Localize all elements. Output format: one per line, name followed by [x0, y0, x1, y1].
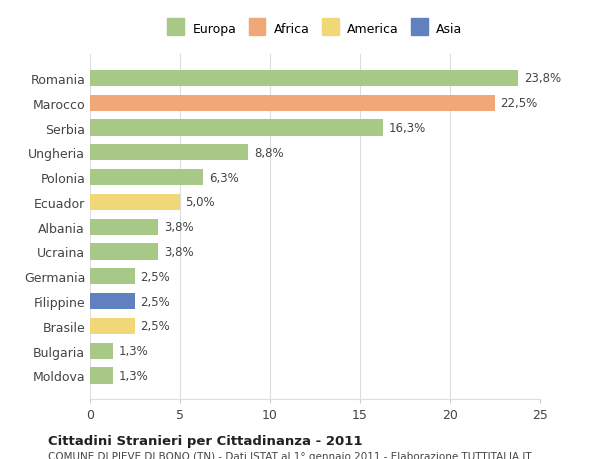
Text: 22,5%: 22,5% — [500, 97, 538, 110]
Text: 1,3%: 1,3% — [119, 369, 149, 382]
Bar — [90, 318, 135, 334]
Text: 2,5%: 2,5% — [140, 270, 170, 283]
Text: 3,8%: 3,8% — [164, 221, 193, 234]
Text: COMUNE DI PIEVE DI BONO (TN) - Dati ISTAT al 1° gennaio 2011 - Elaborazione TUTT: COMUNE DI PIEVE DI BONO (TN) - Dati ISTA… — [48, 451, 532, 459]
Text: 23,8%: 23,8% — [524, 72, 561, 85]
Bar — [90, 244, 158, 260]
Bar — [90, 219, 158, 235]
Text: 3,8%: 3,8% — [164, 246, 193, 258]
Text: 6,3%: 6,3% — [209, 171, 239, 184]
Bar — [90, 71, 518, 87]
Bar — [90, 293, 135, 309]
Text: 16,3%: 16,3% — [389, 122, 426, 135]
Text: 2,5%: 2,5% — [140, 295, 170, 308]
Bar — [90, 120, 383, 136]
Text: 2,5%: 2,5% — [140, 319, 170, 333]
Bar — [90, 95, 495, 112]
Bar — [90, 170, 203, 186]
Bar — [90, 269, 135, 285]
Legend: Europa, Africa, America, Asia: Europa, Africa, America, Asia — [161, 17, 469, 43]
Text: Cittadini Stranieri per Cittadinanza - 2011: Cittadini Stranieri per Cittadinanza - 2… — [48, 434, 362, 447]
Bar — [90, 145, 248, 161]
Text: 8,8%: 8,8% — [254, 146, 283, 159]
Bar — [90, 195, 180, 211]
Bar — [90, 343, 113, 359]
Text: 5,0%: 5,0% — [185, 196, 215, 209]
Bar — [90, 368, 113, 384]
Text: 1,3%: 1,3% — [119, 344, 149, 358]
